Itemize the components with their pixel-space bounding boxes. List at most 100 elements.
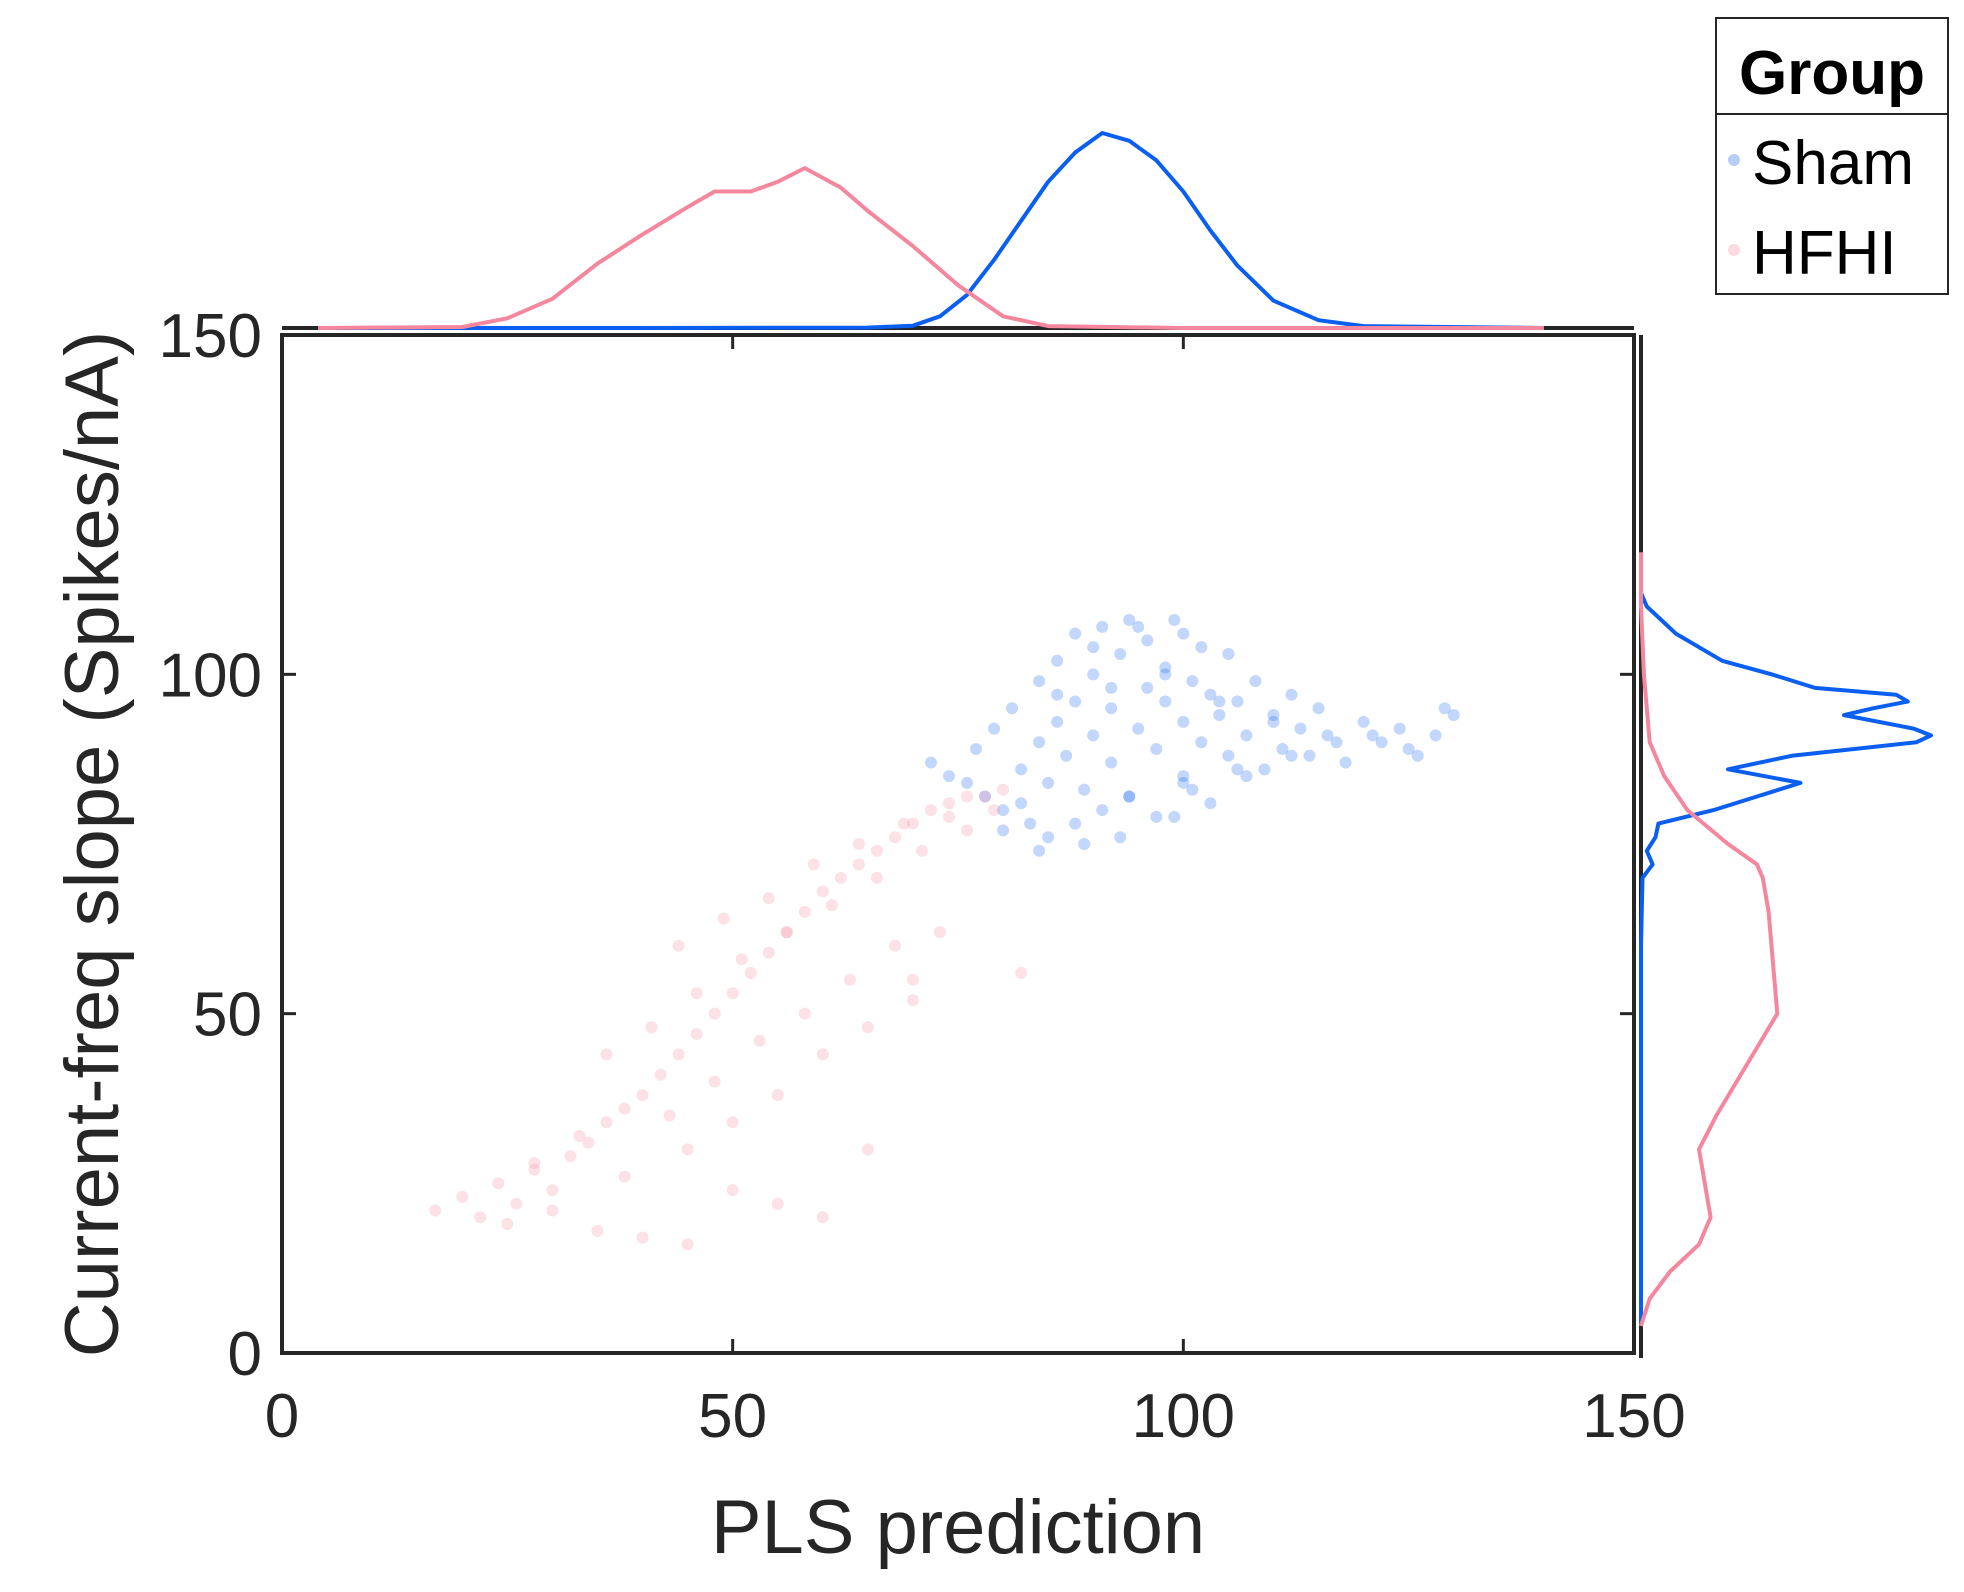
point-hfhi bbox=[663, 1109, 676, 1122]
point-sham bbox=[1177, 715, 1190, 728]
point-sham bbox=[1159, 695, 1172, 708]
point-sham bbox=[1222, 647, 1235, 660]
point-hfhi bbox=[942, 797, 955, 810]
point-hfhi bbox=[816, 885, 829, 898]
point-hfhi bbox=[717, 912, 730, 925]
point-sham bbox=[1105, 681, 1118, 694]
point-hfhi bbox=[861, 1021, 874, 1034]
point-hfhi bbox=[825, 899, 838, 912]
point-sham bbox=[1159, 661, 1172, 674]
point-sham bbox=[1132, 722, 1145, 735]
point-sham bbox=[1087, 729, 1100, 742]
point-sham bbox=[1015, 797, 1028, 810]
x-tick-label: 100 bbox=[1132, 1382, 1235, 1451]
point-hfhi bbox=[906, 973, 919, 986]
point-sham bbox=[1231, 695, 1244, 708]
y-tick-label: 50 bbox=[193, 981, 262, 1050]
point-sham bbox=[1240, 770, 1253, 783]
point-sham bbox=[1393, 722, 1406, 735]
point-sham bbox=[1285, 749, 1298, 762]
point-sham bbox=[1042, 831, 1055, 844]
point-sham bbox=[1357, 715, 1370, 728]
point-sham bbox=[1186, 675, 1199, 688]
point-sham bbox=[1429, 729, 1442, 742]
legend-label-hfhi: HFHI bbox=[1752, 219, 1897, 288]
point-hfhi bbox=[798, 1007, 811, 1020]
point-hfhi bbox=[762, 946, 775, 959]
y-tick-label: 100 bbox=[159, 641, 262, 710]
point-sham bbox=[1294, 722, 1307, 735]
point-sham bbox=[1339, 756, 1352, 769]
point-hfhi bbox=[681, 1238, 694, 1251]
point-sham bbox=[1132, 620, 1145, 633]
point-hfhi bbox=[843, 973, 856, 986]
point-hfhi bbox=[798, 905, 811, 918]
point-sham bbox=[1303, 749, 1316, 762]
right-marginal-curves bbox=[1639, 552, 1933, 1327]
point-hfhi bbox=[771, 1197, 784, 1210]
density-top-hfhi bbox=[318, 166, 1544, 330]
point-sham bbox=[1213, 695, 1226, 708]
point-sham bbox=[1069, 817, 1082, 830]
point-sham bbox=[1438, 702, 1451, 715]
point-hfhi bbox=[861, 1143, 874, 1156]
point-sham bbox=[1402, 742, 1415, 755]
point-hfhi bbox=[906, 994, 919, 1007]
point-hfhi bbox=[600, 1048, 613, 1061]
point-sham bbox=[1375, 736, 1388, 749]
point-sham bbox=[1141, 681, 1154, 694]
point-hfhi bbox=[807, 858, 820, 871]
point-sham bbox=[1123, 614, 1136, 627]
point-sham bbox=[1168, 810, 1181, 823]
point-hfhi bbox=[636, 1089, 649, 1102]
top-marginal-curves bbox=[318, 131, 1544, 330]
point-hfhi bbox=[429, 1204, 442, 1217]
point-sham bbox=[1321, 729, 1334, 742]
point-sham bbox=[1204, 797, 1217, 810]
point-sham bbox=[1078, 838, 1091, 850]
point-sham bbox=[1411, 749, 1424, 762]
legend-marker-sham bbox=[1728, 154, 1740, 166]
point-sham bbox=[1150, 742, 1163, 755]
point-hfhi bbox=[906, 817, 919, 830]
point-hfhi bbox=[690, 1028, 703, 1041]
point-hfhi bbox=[979, 790, 992, 803]
point-hfhi bbox=[915, 844, 928, 857]
density-right-hfhi bbox=[1639, 552, 1780, 1327]
x-axis-label: PLS prediction bbox=[711, 1485, 1205, 1570]
legend-box bbox=[1715, 17, 1949, 295]
x-tick-label: 0 bbox=[265, 1382, 299, 1451]
legend-marker-hfhi bbox=[1728, 244, 1740, 256]
top-marginal-panel bbox=[282, 131, 1634, 330]
point-sham bbox=[979, 790, 992, 803]
point-hfhi bbox=[492, 1177, 505, 1190]
point-sham bbox=[1114, 647, 1127, 660]
density-right-sham bbox=[1639, 592, 1933, 1326]
point-sham bbox=[1069, 627, 1082, 640]
point-hfhi bbox=[582, 1136, 595, 1149]
point-hfhi bbox=[933, 926, 946, 939]
point-sham bbox=[1042, 776, 1055, 789]
legend-title: Group bbox=[1739, 39, 1925, 108]
point-sham bbox=[1123, 790, 1136, 803]
point-sham bbox=[1267, 715, 1280, 728]
point-sham bbox=[1285, 688, 1298, 701]
point-sham bbox=[1213, 709, 1226, 722]
point-sham bbox=[1168, 614, 1181, 627]
point-hfhi bbox=[897, 817, 910, 830]
point-hfhi bbox=[645, 1021, 658, 1034]
point-hfhi bbox=[474, 1211, 487, 1224]
point-hfhi bbox=[1015, 966, 1028, 979]
point-sham bbox=[1195, 736, 1208, 749]
y-axis-label: Current-freq slope (Spikes/nA) bbox=[50, 331, 135, 1357]
point-hfhi bbox=[573, 1129, 586, 1142]
point-sham bbox=[1195, 641, 1208, 654]
y-tick-label: 0 bbox=[228, 1320, 262, 1389]
plot-frame bbox=[280, 333, 1636, 1355]
point-hfhi bbox=[672, 1048, 685, 1061]
point-hfhi bbox=[852, 838, 865, 850]
point-sham bbox=[1033, 675, 1046, 688]
density-top-sham bbox=[318, 131, 1544, 330]
point-sham bbox=[1249, 675, 1262, 688]
